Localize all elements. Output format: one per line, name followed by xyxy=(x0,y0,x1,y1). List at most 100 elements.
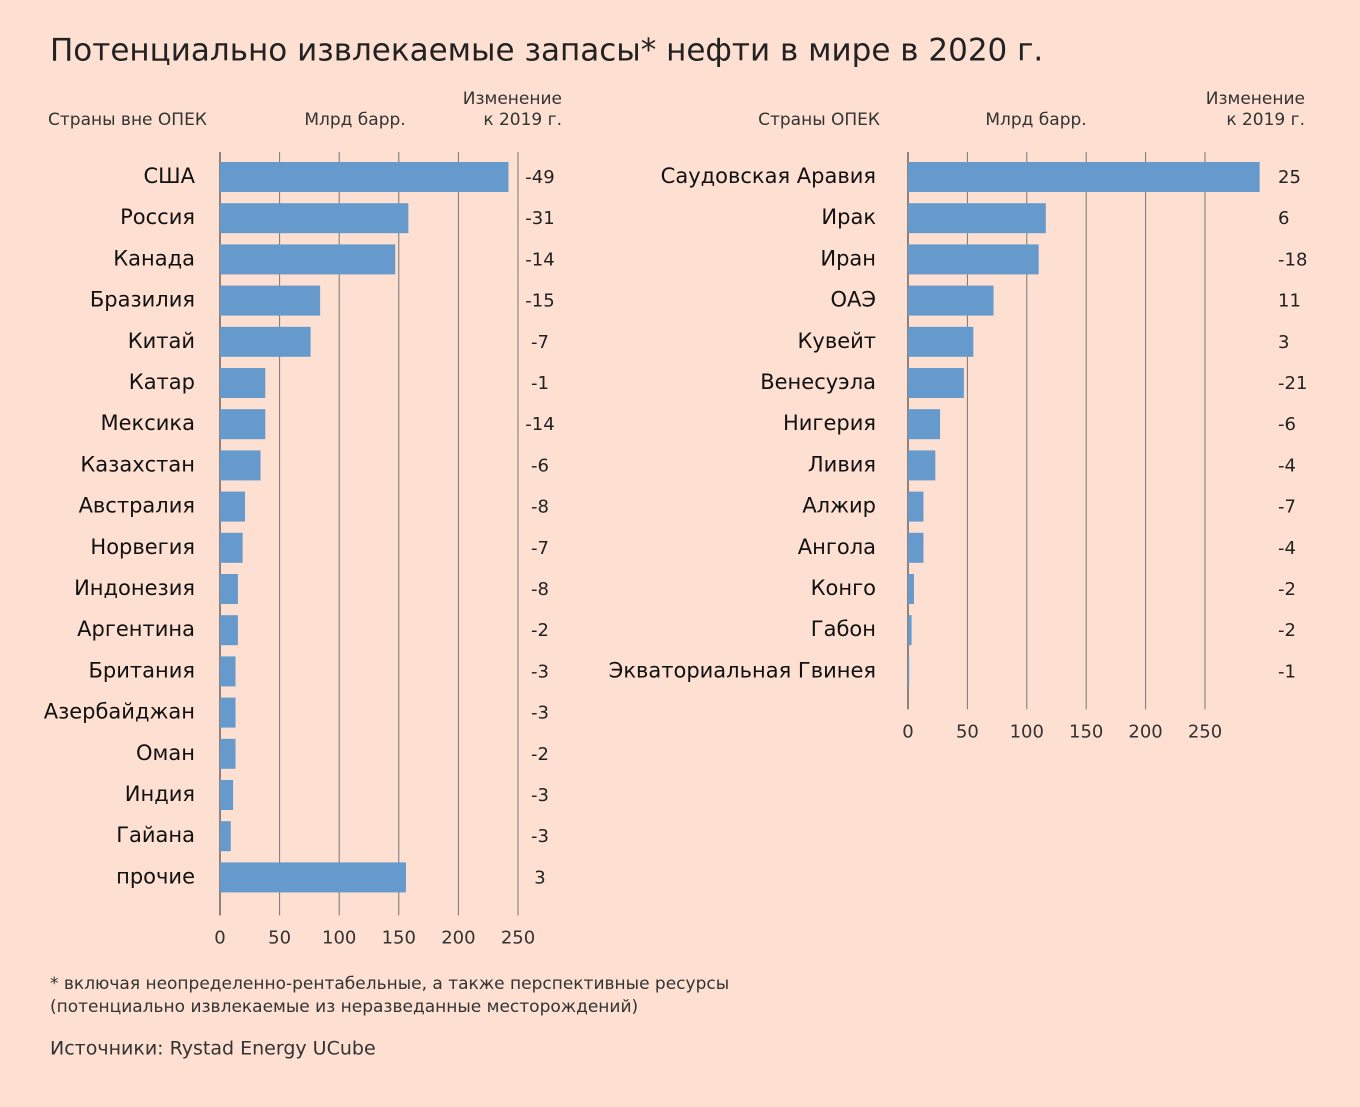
change-header: Изменение xyxy=(463,89,562,109)
x-tick-label: 100 xyxy=(322,927,356,948)
y-tick-label: Азербайджан xyxy=(44,700,195,724)
y-tick-label: Габон xyxy=(811,617,876,641)
change-label: -7 xyxy=(1278,497,1296,518)
change-label: -7 xyxy=(531,538,549,559)
x-tick-label: 0 xyxy=(902,721,913,742)
change-label: 3 xyxy=(1278,332,1289,353)
y-tick-label: ОАЭ xyxy=(830,288,876,312)
change-label: 3 xyxy=(534,867,545,888)
footnote: (потенциально извлекаемые из неразведанн… xyxy=(50,997,638,1017)
y-tick-label: Мексика xyxy=(101,411,195,435)
change-label: -6 xyxy=(1278,414,1296,435)
y-tick-label: прочие xyxy=(116,864,195,888)
bar xyxy=(908,574,914,604)
y-tick-label: Австралия xyxy=(79,494,195,518)
y-tick-label: Венесуэла xyxy=(760,370,876,394)
change-label: 11 xyxy=(1278,291,1301,312)
y-tick-label: Китай xyxy=(128,329,195,353)
bar xyxy=(220,368,266,398)
bar xyxy=(908,326,974,357)
y-tick-label: Конго xyxy=(811,576,876,600)
x-tick-label: 150 xyxy=(382,927,416,948)
y-tick-label: Казахстан xyxy=(80,452,195,476)
y-tick-label: Саудовская Аравия xyxy=(661,164,876,188)
y-tick-label: Ирак xyxy=(821,205,876,229)
change-label: -1 xyxy=(1278,661,1296,682)
bar xyxy=(220,285,321,316)
group-label: Страны ОПЕК xyxy=(758,110,880,130)
y-tick-label: Иран xyxy=(820,246,876,270)
x-tick-label: 250 xyxy=(501,927,535,948)
chart-title: Потенциально извлекаемые запасы* нефти в… xyxy=(50,33,1043,69)
y-tick-label: Канада xyxy=(113,246,195,270)
change-label: -3 xyxy=(531,826,549,847)
change-header: Изменение xyxy=(1206,89,1305,109)
bar xyxy=(908,368,964,398)
bar xyxy=(220,244,396,275)
footnote: * включая неопределенно-рентабельные, а … xyxy=(50,974,729,994)
bar xyxy=(220,162,509,192)
bar xyxy=(908,450,936,481)
change-label: -14 xyxy=(525,414,554,435)
x-tick-label: 50 xyxy=(268,927,291,948)
y-tick-label: Гайана xyxy=(116,823,195,847)
change-label: -7 xyxy=(531,332,549,353)
y-tick-label: Британия xyxy=(89,658,196,682)
y-tick-label: Аргентина xyxy=(77,617,195,641)
change-label: -6 xyxy=(531,455,549,476)
y-tick-label: Россия xyxy=(120,205,195,229)
bar xyxy=(908,656,910,687)
change-label: -14 xyxy=(525,249,554,270)
bar xyxy=(220,780,234,810)
x-tick-label: 200 xyxy=(441,927,475,948)
x-tick-label: 150 xyxy=(1069,721,1103,742)
bar xyxy=(220,450,261,481)
change-label: -31 xyxy=(525,208,554,229)
group-label: Страны вне ОПЕК xyxy=(48,110,207,130)
bar xyxy=(220,821,231,852)
change-label: -8 xyxy=(531,579,549,600)
change-label: -15 xyxy=(525,291,554,312)
bar xyxy=(220,656,236,687)
change-label: 6 xyxy=(1278,208,1289,229)
x-tick-label: 50 xyxy=(956,721,979,742)
y-tick-label: Ливия xyxy=(808,452,876,476)
y-tick-label: Нигерия xyxy=(783,411,876,435)
y-tick-label: США xyxy=(144,164,196,188)
bar xyxy=(908,615,912,646)
y-tick-label: Оман xyxy=(136,741,195,765)
axis-label: Млрд барр. xyxy=(304,110,405,130)
source: Источники: Rystad Energy UCube xyxy=(50,1038,376,1060)
change-label: -2 xyxy=(531,744,549,765)
change-label: -4 xyxy=(1278,538,1296,559)
bar xyxy=(220,615,238,646)
y-tick-label: Алжир xyxy=(802,494,876,518)
x-tick-label: 250 xyxy=(1188,721,1222,742)
change-label: -49 xyxy=(525,167,554,188)
change-label: -1 xyxy=(531,373,549,394)
change-header: к 2019 г. xyxy=(1226,110,1305,130)
bar xyxy=(220,491,246,522)
change-label: -8 xyxy=(531,497,549,518)
change-label: -3 xyxy=(531,661,549,682)
change-label: -4 xyxy=(1278,455,1296,476)
change-label: -2 xyxy=(531,620,549,641)
change-label: -3 xyxy=(531,785,549,806)
y-tick-label: Индонезия xyxy=(74,576,195,600)
bar xyxy=(908,491,924,522)
change-label: -2 xyxy=(1278,620,1296,641)
change-header: к 2019 г. xyxy=(483,110,562,130)
y-tick-label: Норвегия xyxy=(90,535,195,559)
bar xyxy=(908,409,941,440)
axis-label: Млрд барр. xyxy=(985,110,1086,130)
change-label: 25 xyxy=(1278,167,1301,188)
x-tick-label: 200 xyxy=(1128,721,1162,742)
y-tick-label: Катар xyxy=(129,370,195,394)
bar xyxy=(220,738,236,769)
bar xyxy=(220,574,238,604)
x-tick-label: 0 xyxy=(214,927,225,948)
bar xyxy=(908,532,924,563)
bar xyxy=(220,203,409,234)
